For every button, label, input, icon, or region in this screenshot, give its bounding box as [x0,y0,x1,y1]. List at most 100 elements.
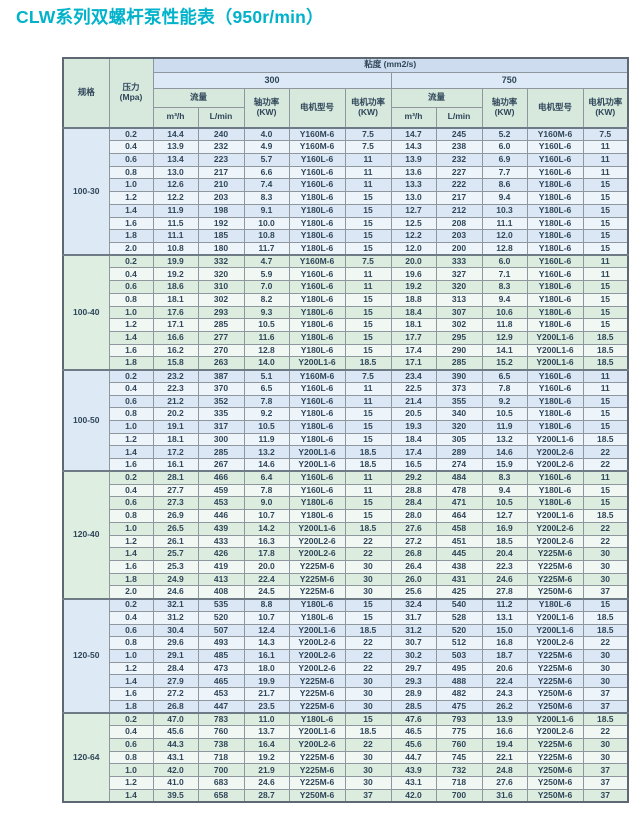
flow-lmin-750-cell: 471 [435,496,483,511]
flow-lmin-300-cell: 433 [197,534,245,549]
motor-power-300-cell: 15 [344,318,392,332]
table-row: 0.8 26.9 446 10.7 Y180L-6 15 28.0 464 12.7 Y200L1… [63,509,629,523]
flow-m3h-750-cell: 28.0 [390,509,437,523]
motor-power-300-cell: 22 [344,636,392,650]
motor-power-750-cell: 18.5 [582,356,629,371]
motor-power-750-cell: 30 [582,559,629,574]
flow-lmin-300-cell: 419 [197,559,245,574]
motor-power-750-cell: 11 [582,381,629,396]
flow-lmin-750-cell: 289 [435,445,483,460]
flow-m3h-750-cell: 31.2 [390,623,437,638]
pressure-cell: 0.8 [108,292,154,307]
motor-model-300-cell: Y160L-6 [288,152,346,167]
motor-model-750-cell: Y160L-6 [526,165,584,180]
motor-model-750-cell: Y160L-6 [526,254,584,269]
flow-m3h-300-cell: 26.8 [152,699,199,714]
motor-power-750-cell: 18.5 [582,623,629,638]
flow-lmin-300-cell: 263 [197,356,245,371]
table-row: 1.2 18.1 300 11.9 Y180L-6 15 18.4 305 13.2 Y200L1… [63,432,629,447]
motor-model-750-cell: Y200L1-6 [526,623,584,638]
table-row: 0.6 18.6 310 7.0 Y160L-6 11 19.2 320 8.3 Y180L-6 1… [63,280,629,294]
flow-lmin-750-cell: 274 [435,458,483,472]
motor-power-750-cell: 18.5 [582,331,629,345]
pressure-cell: 0.6 [108,623,154,638]
shaft-power-300-cell: 5.7 [243,152,290,167]
shaft-power-750-cell: 27.8 [481,585,528,600]
shaft-power-750-cell: 12.8 [481,241,528,256]
flow-lmin-750-cell: 488 [435,674,483,689]
pressure-cell: 1.0 [108,763,154,778]
pressure-cell: 1.2 [108,432,154,447]
flow-lmin-300-cell: 232 [197,140,245,154]
motor-model-750-cell: Y200L2-6 [526,445,584,460]
shaft-power-300-cell: 7.0 [243,280,290,294]
motor-model-300-cell: Y200L1-6 [288,623,346,638]
header-flow-300: 流量 [152,87,245,108]
motor-model-750-cell: Y200L1-6 [526,331,584,345]
flow-lmin-750-cell: 227 [435,165,483,180]
motor-model-750-cell: Y225M-6 [526,750,584,765]
table-row: 1.0 26.5 439 14.2 Y200L1-6 18.5 27.6 458 16.9 Y20… [63,521,629,536]
flow-m3h-300-cell: 27.9 [152,674,199,689]
motor-model-300-cell: Y180L-6 [288,318,346,332]
flow-lmin-300-cell: 439 [197,521,245,536]
pressure-cell: 1.8 [108,572,154,587]
flow-m3h-300-cell: 24.9 [152,572,199,587]
flow-lmin-300-cell: 535 [197,597,245,612]
pressure-cell: 0.4 [108,267,154,282]
flow-m3h-750-cell: 27.6 [390,521,437,536]
motor-model-300-cell: Y160L-6 [288,280,346,294]
flow-lmin-750-cell: 495 [435,661,483,676]
pressure-cell: 0.2 [108,470,154,485]
flow-m3h-300-cell: 19.1 [152,420,199,434]
flow-lmin-300-cell: 520 [197,610,245,625]
header-motor-model-300: 电机型号 [288,87,346,129]
flow-lmin-750-cell: 320 [435,280,483,294]
flow-lmin-300-cell: 738 [197,738,245,752]
motor-power-750-cell: 22 [582,725,629,739]
header-row-viscosity: 规格 压力 (Mpa) 粘度 (mm2/s) [62,57,629,129]
motor-power-750-cell: 15 [582,407,629,422]
flow-lmin-300-cell: 760 [197,725,245,739]
table-row: 1.0 19.1 317 10.5 Y180L-6 15 19.3 320 11.9 Y180L-… [63,420,629,434]
flow-lmin-300-cell: 426 [197,547,245,561]
pressure-cell: 0.4 [108,725,154,739]
flow-m3h-300-cell: 17.2 [152,445,199,460]
motor-model-750-cell: Y250M-6 [526,687,584,701]
motor-model-750-cell: Y180L-6 [526,216,584,231]
motor-power-750-cell: 30 [582,674,629,689]
motor-model-300-cell: Y200L2-6 [288,547,346,561]
flow-m3h-750-cell: 31.7 [390,610,437,625]
shaft-power-300-cell: 17.8 [243,547,290,561]
motor-model-300-cell: Y200L2-6 [288,648,346,663]
motor-power-750-cell: 30 [582,661,629,676]
motor-model-750-cell: Y200L1-6 [526,712,584,727]
pressure-cell: 0.6 [108,280,154,294]
flow-m3h-750-cell: 20.5 [390,407,437,422]
shaft-power-300-cell: 12.8 [243,343,290,358]
shaft-power-750-cell: 13.2 [481,432,528,447]
motor-power-300-cell: 30 [344,572,392,587]
pressure-cell: 0.8 [108,165,154,180]
flow-m3h-300-cell: 13.9 [152,140,199,154]
motor-model-300-cell: Y225M-6 [288,776,346,790]
shaft-power-750-cell: 7.7 [481,165,528,180]
flow-m3h-750-cell: 13.0 [390,191,437,205]
flow-m3h-750-cell: 43.9 [390,763,437,778]
shaft-power-750-cell: 12.7 [481,509,528,523]
shaft-power-300-cell: 9.2 [243,407,290,422]
motor-model-300-cell: Y180L-6 [288,191,346,205]
flow-lmin-750-cell: 285 [435,356,483,371]
flow-m3h-750-cell: 46.5 [390,725,437,739]
motor-power-300-cell: 15 [344,241,392,256]
flow-lmin-300-cell: 446 [197,509,245,523]
table-row: 1.6 16.2 270 12.8 Y180L-6 15 17.4 290 14.1 Y200L1… [63,343,629,358]
flow-lmin-300-cell: 387 [197,368,245,383]
motor-power-300-cell: 22 [344,738,392,752]
flow-lmin-750-cell: 245 [435,127,483,142]
pressure-cell: 0.6 [108,152,154,167]
motor-model-300-cell: Y225M-6 [288,763,346,778]
motor-power-300-cell: 11 [344,165,392,180]
pressure-cell: 1.0 [108,305,154,320]
flow-m3h-750-cell: 13.3 [390,178,437,193]
